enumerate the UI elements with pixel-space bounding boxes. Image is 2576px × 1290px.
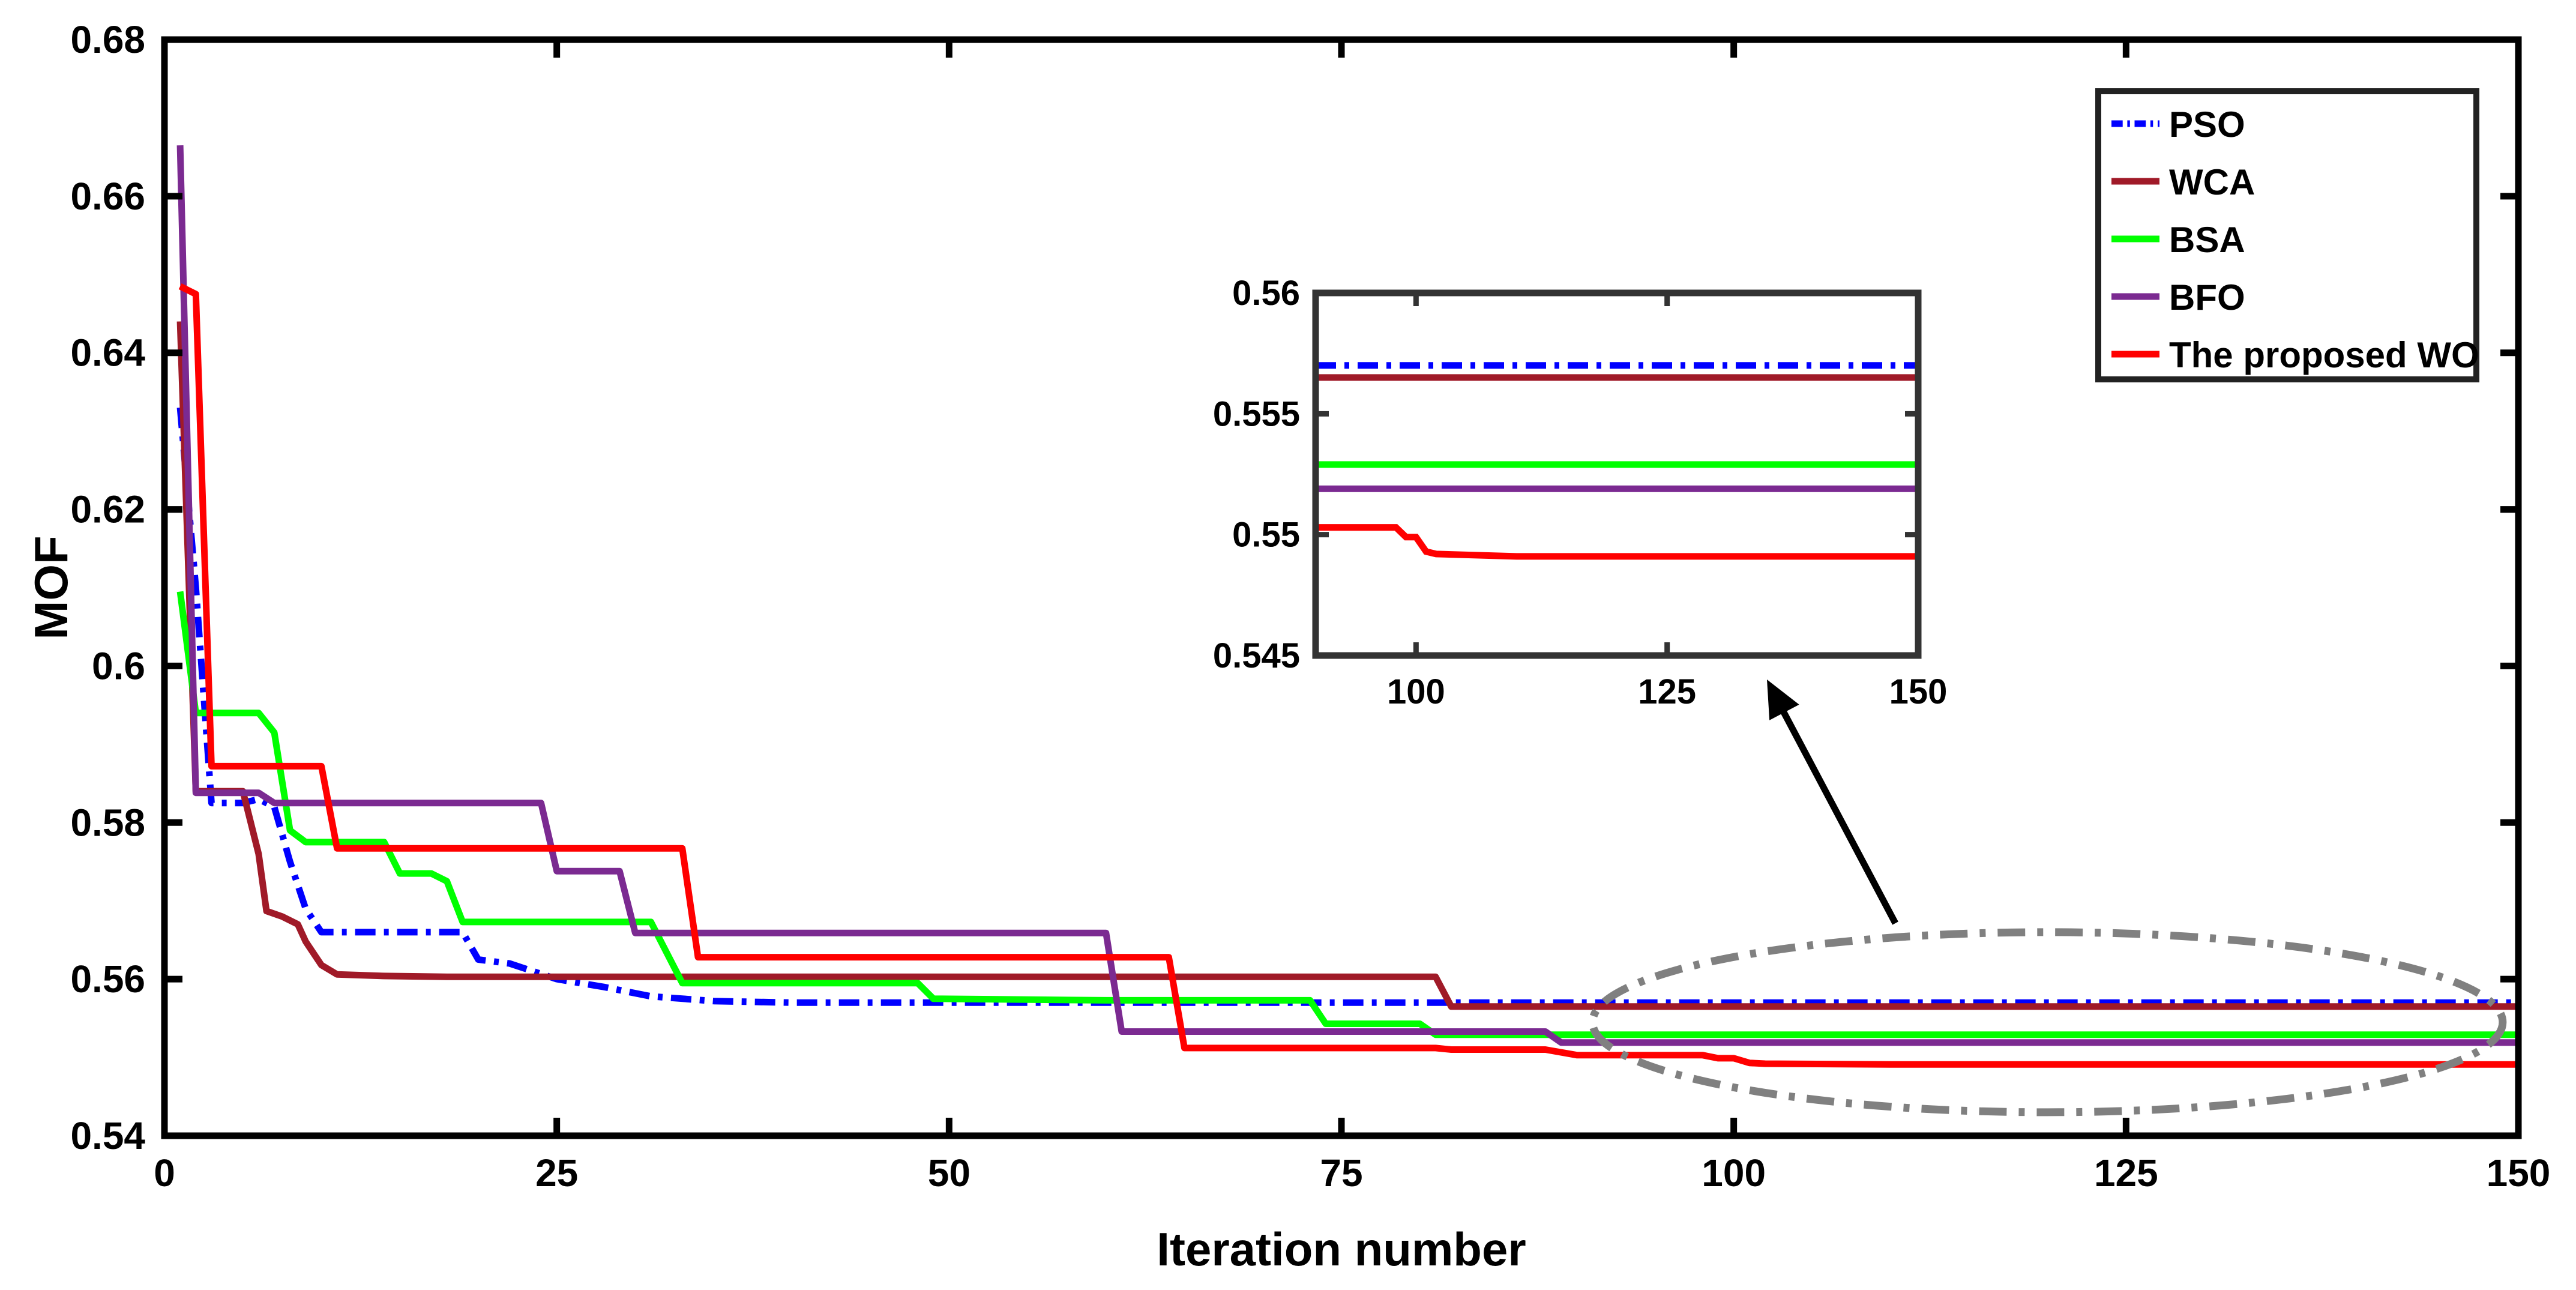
inset-y-tick-label: 0.555 [1213, 394, 1300, 433]
inset-zoom-chart: 100 125 150 0.545 0.55 0.555 0.56 [1213, 274, 1948, 711]
series-line-1 [176, 321, 2518, 1010]
x-tick-label: 25 [535, 1151, 578, 1195]
x-axis-label: Iteration number [1157, 1223, 1526, 1276]
inset-x-tick-label: 125 [1638, 672, 1696, 711]
inset-series-lines [1316, 362, 1918, 560]
zoom-arrow-head [1767, 680, 1799, 720]
x-tick-label: 50 [928, 1151, 971, 1195]
main-axis-ticks [161, 36, 2522, 1139]
legend-label-3: BFO [2169, 277, 2245, 318]
series-line-4 [178, 283, 2518, 1068]
y-tick-label: 0.56 [70, 957, 145, 1001]
inset-background [1316, 293, 1918, 656]
zoom-region-ellipse [1588, 928, 2507, 1117]
zoom-annotation [1588, 680, 2507, 1117]
series-line-3 [176, 145, 2518, 1046]
x-tick-label: 100 [1702, 1151, 1766, 1195]
main-tick-labels: 0 25 50 75 100 125 150 0.54 0.56 0.58 0.6 0.62 0.64 0… [70, 18, 2550, 1195]
y-tick-label: 0.66 [70, 175, 145, 218]
inset-y-tick-label: 0.55 [1232, 516, 1300, 555]
y-tick-label: 0.68 [70, 18, 145, 61]
x-tick-label: 150 [2487, 1151, 2551, 1195]
legend: PSO WCA BSA BFO The proposed WO [2095, 88, 2479, 382]
inset-series-line-4 [1316, 524, 1918, 560]
legend-label-4: The proposed WO [2169, 335, 2479, 375]
y-tick-label: 0.62 [70, 488, 145, 531]
y-tick-label: 0.54 [70, 1114, 145, 1157]
legend-label-1: WCA [2169, 162, 2255, 202]
y-tick-label: 0.6 [92, 644, 145, 687]
main-series-lines [176, 145, 2518, 1068]
y-axis-label: MOF [25, 535, 77, 639]
inset-x-tick-label: 150 [1889, 672, 1948, 711]
legend-label-2: BSA [2169, 220, 2245, 260]
inset-frame [1312, 289, 1922, 659]
legend-label-0: PSO [2169, 104, 2245, 145]
legend-box [2095, 88, 2479, 382]
inset-y-tick-label: 0.545 [1213, 636, 1300, 675]
series-line-2 [176, 591, 2518, 1038]
x-tick-label: 0 [154, 1151, 175, 1195]
zoom-arrow-line [1772, 695, 1898, 925]
inset-y-tick-label: 0.56 [1232, 274, 1300, 313]
x-tick-label: 75 [1320, 1151, 1362, 1195]
x-tick-label: 125 [2094, 1151, 2158, 1195]
y-tick-label: 0.64 [70, 331, 145, 375]
y-tick-label: 0.58 [70, 801, 145, 844]
inset-x-tick-label: 100 [1387, 672, 1445, 711]
